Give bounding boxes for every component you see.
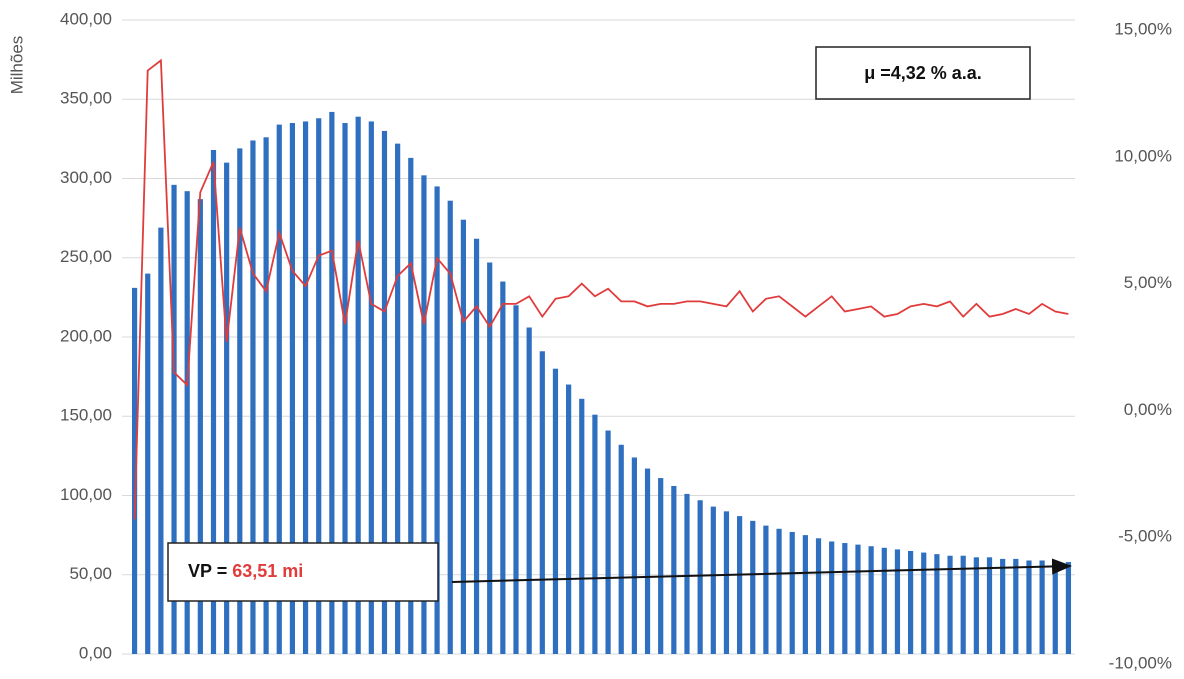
y-tick-label: 150,00 xyxy=(60,406,112,425)
bar xyxy=(842,543,848,654)
bar xyxy=(697,500,703,654)
y-tick-label: 350,00 xyxy=(60,89,112,108)
bar xyxy=(316,118,322,654)
bar xyxy=(829,541,835,654)
y2-tick-label: -5,00% xyxy=(1118,527,1172,546)
bar xyxy=(881,547,887,654)
bar xyxy=(263,137,269,655)
bar xyxy=(1013,558,1019,654)
bar xyxy=(763,525,769,654)
bar xyxy=(907,550,914,654)
bar xyxy=(986,557,993,654)
bar xyxy=(1065,562,1072,654)
bar xyxy=(158,227,164,654)
bar xyxy=(487,262,493,654)
bar xyxy=(342,123,348,654)
bar xyxy=(776,528,782,654)
y-axis-label: Milhões xyxy=(7,36,26,95)
y2-tick-label: 15,00% xyxy=(1114,19,1172,38)
bar xyxy=(539,351,545,654)
bar xyxy=(145,273,151,654)
bar xyxy=(184,191,190,654)
bar xyxy=(421,175,427,654)
bar xyxy=(408,157,414,654)
bar xyxy=(618,444,624,654)
bar xyxy=(526,327,532,654)
bar xyxy=(1000,558,1006,654)
bar xyxy=(289,123,296,654)
bar xyxy=(815,538,822,654)
bar xyxy=(789,531,795,654)
bar xyxy=(579,398,585,654)
bar xyxy=(934,554,940,654)
y2-tick-label: 0,00% xyxy=(1124,400,1172,419)
y-tick-label: 100,00 xyxy=(60,485,112,504)
bar xyxy=(1039,560,1045,654)
y-tick-label: 50,00 xyxy=(69,564,112,583)
bar xyxy=(302,121,309,654)
bar xyxy=(723,511,730,654)
bar xyxy=(737,516,743,654)
bar xyxy=(447,200,453,654)
bar xyxy=(250,140,256,654)
bar xyxy=(684,493,690,654)
bar xyxy=(592,414,598,654)
bar xyxy=(710,506,716,654)
bar xyxy=(605,430,611,654)
bar xyxy=(1026,560,1032,654)
bar xyxy=(500,281,506,654)
y2-tick-label: -10,00% xyxy=(1109,653,1172,672)
bar xyxy=(434,186,440,655)
bar xyxy=(197,199,203,655)
bar xyxy=(658,478,664,654)
bar xyxy=(368,121,374,654)
y-tick-label: 200,00 xyxy=(60,326,112,345)
mu-annotation: μ =4,32 % a.a. xyxy=(864,63,982,83)
vp-box xyxy=(167,542,439,602)
bar xyxy=(802,535,808,654)
bar xyxy=(395,143,401,654)
y-tick-label: 400,00 xyxy=(60,9,112,28)
bar xyxy=(631,457,637,654)
bar xyxy=(750,520,756,654)
y-tick-label: 0,00 xyxy=(79,643,112,662)
bar xyxy=(171,184,177,654)
bar xyxy=(513,305,519,654)
y2-tick-label: 10,00% xyxy=(1114,146,1172,165)
bar xyxy=(329,111,335,655)
bar xyxy=(473,238,480,655)
y-tick-label: 300,00 xyxy=(60,168,112,187)
bar xyxy=(210,149,217,654)
bar xyxy=(644,468,651,654)
vp-label: VP = 63,51 mi xyxy=(188,561,303,581)
line xyxy=(133,58,1069,520)
bar xyxy=(921,552,927,654)
y2-tick-label: 5,00% xyxy=(1124,273,1172,292)
bar xyxy=(1052,562,1058,654)
bar xyxy=(894,549,901,654)
bar xyxy=(973,557,979,654)
bar xyxy=(224,162,230,654)
y-tick-label: 250,00 xyxy=(60,247,112,266)
bar xyxy=(868,546,874,654)
bar xyxy=(355,116,361,654)
vp-arrow xyxy=(451,558,1072,583)
bar xyxy=(276,124,282,655)
bar xyxy=(131,287,138,654)
bar xyxy=(855,544,861,654)
bar xyxy=(460,219,466,654)
bar xyxy=(552,368,559,654)
bar xyxy=(566,384,572,654)
mu-box xyxy=(815,46,1031,100)
bar xyxy=(237,148,243,654)
bar xyxy=(947,555,953,654)
bar xyxy=(960,555,966,654)
bar xyxy=(381,130,388,654)
bar xyxy=(671,485,677,654)
